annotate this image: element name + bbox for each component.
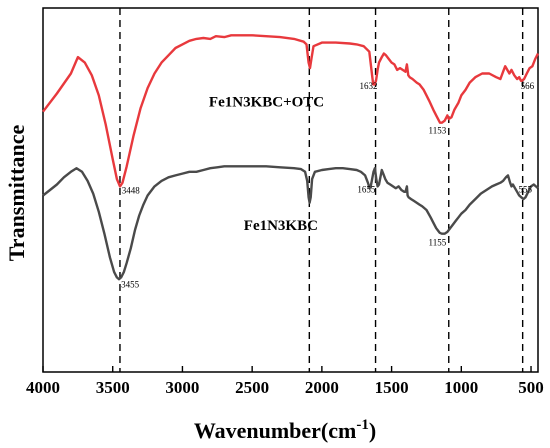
series-label: Fe1N3KBC+OTC [209, 94, 324, 110]
y-axis-title: Transmittance [4, 125, 29, 262]
x-axis-title-main: Wavenumber(cm [194, 418, 357, 443]
x-tick-label: 1500 [375, 378, 409, 397]
peak-label: 566 [521, 81, 535, 91]
series-line [42, 34, 540, 188]
peak-label: 3448 [122, 186, 141, 196]
x-tick-label: 2000 [305, 378, 339, 397]
x-axis-title-superscript: -1 [356, 417, 369, 433]
peak-label: 1632 [360, 81, 378, 91]
series-label: Fe1N3KBC [244, 218, 318, 234]
peak-label: 3455 [121, 279, 139, 289]
series-line [42, 165, 539, 281]
x-axis-title-close: ) [369, 418, 376, 443]
x-tick-label: 3000 [165, 378, 199, 397]
peak-label: 1655 [357, 185, 376, 195]
peak-label: 555 [518, 185, 532, 195]
x-tick-label: 3500 [96, 378, 130, 397]
x-tick-label: 2500 [235, 378, 269, 397]
peak-label: 1155 [429, 238, 447, 248]
x-tick-label: 4000 [26, 378, 60, 397]
peak-label: 1153 [429, 126, 447, 136]
x-tick-label: 1000 [444, 378, 478, 397]
x-tick-label: 500 [518, 378, 544, 397]
plot-frame [42, 7, 539, 373]
x-axis-title: Wavenumber(cm-1) [194, 417, 376, 443]
